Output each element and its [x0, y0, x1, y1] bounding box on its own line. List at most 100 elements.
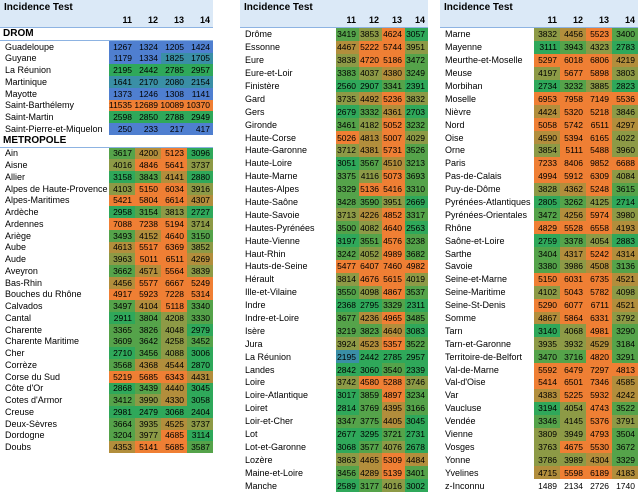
- value-cell: 3485: [405, 311, 428, 325]
- value-cell: 4897: [382, 388, 405, 402]
- row-label: Jura: [245, 338, 263, 349]
- table-row: Saint-Barthélemy 11535 12689 10089 10370: [0, 99, 213, 112]
- value-cell: 4016: [382, 479, 405, 492]
- value-cell: 3951: [382, 195, 405, 209]
- value-cell: 4383: [534, 388, 560, 402]
- value-cell: 6511: [586, 118, 612, 132]
- value-cell: 2598: [109, 111, 135, 123]
- row-label: Calvados: [5, 301, 43, 312]
- value-cell: 5528: [560, 221, 586, 235]
- table-row: Côte d'Or 2868 3439 4440 3045: [0, 382, 213, 395]
- row-label: Aisne: [5, 160, 28, 171]
- value-cell: 3017: [336, 388, 359, 402]
- value-cell: 5416: [382, 182, 405, 196]
- value-cell: 10089: [160, 99, 187, 112]
- row-label: Manche: [245, 480, 278, 491]
- value-cell: 3550: [336, 285, 359, 299]
- value-cell: 3746: [405, 376, 428, 389]
- value-cell: 4793: [586, 427, 612, 441]
- row-label: Seine-St-Denis: [445, 300, 506, 311]
- value-cell: 3472: [534, 208, 560, 222]
- value-cell: 5309: [382, 453, 405, 467]
- row-label: Val-de-Marne: [445, 364, 499, 375]
- table-title: Incidence Test: [244, 2, 313, 13]
- row-label: Charente: [5, 324, 43, 335]
- value-cell: 3980: [612, 208, 638, 222]
- value-cell: 3166: [405, 401, 428, 415]
- value-cell: 3742: [336, 376, 359, 389]
- incidence-panel-1: Incidence Test 11 12 13 14 DROM Guadeloup…: [0, 0, 213, 453]
- row-label: Drôme: [245, 29, 273, 40]
- value-cell: 4242: [612, 388, 638, 402]
- table-title: Incidence Test: [444, 2, 513, 13]
- row-label: Alpes de Haute-Provence: [5, 183, 108, 194]
- table-row: Haute-Garonne 3712 4381 5731 3526: [240, 144, 428, 157]
- value-cell: 2404: [187, 406, 213, 418]
- value-cell: 6077: [560, 298, 586, 312]
- value-cell: 6735: [586, 272, 612, 286]
- value-cell: 2805: [534, 195, 560, 209]
- value-cell: 2957: [405, 350, 428, 364]
- row-label: Ain: [5, 148, 19, 159]
- value-cell: 2679: [336, 105, 359, 119]
- row-label: Savoie: [445, 261, 473, 272]
- value-cell: 5641: [161, 159, 187, 171]
- row-label: Haute-Marne: [245, 171, 298, 182]
- value-cell: 4640: [161, 229, 187, 242]
- value-cell: 4368: [135, 359, 161, 371]
- row-label: Essonne: [245, 42, 281, 53]
- value-cell: 3380: [534, 260, 560, 273]
- value-cell: 2727: [187, 206, 213, 218]
- value-cell: 4465: [359, 453, 382, 467]
- value-cell: 3051: [336, 156, 359, 170]
- value-cell: 2814: [336, 401, 359, 415]
- row-label: Finistère: [245, 81, 280, 91]
- value-cell: 2080: [161, 76, 187, 88]
- value-cell: 5052: [382, 118, 405, 132]
- value-cell: 3617: [109, 147, 135, 160]
- value-cell: 250: [109, 123, 135, 135]
- value-cell: 1641: [109, 76, 135, 88]
- value-cell: 3340: [187, 300, 213, 312]
- value-cell: 4676: [359, 272, 382, 286]
- table-body: DROM Guadeloupe 1267 1324 1205 1424 Guyane 1179…: [0, 28, 213, 453]
- value-cell: 5615: [382, 272, 405, 286]
- value-cell: 1179: [109, 52, 135, 65]
- value-cell: 7088: [109, 218, 135, 230]
- table-row: Guyane 1179 1334 1825 1705: [0, 52, 213, 65]
- value-cell: 1308: [161, 87, 187, 100]
- value-cell: 4145: [560, 414, 586, 428]
- column-header: 12: [572, 15, 583, 25]
- value-cell: 3769: [359, 401, 382, 415]
- value-cell: 3721: [382, 427, 405, 441]
- value-cell: 3154: [135, 206, 161, 218]
- row-label: Charente Maritime: [5, 336, 80, 347]
- value-cell: 5320: [560, 105, 586, 119]
- table-row: Mayotte 1373 1246 1308 1141: [0, 87, 213, 100]
- value-cell: 2703: [405, 105, 428, 119]
- value-cell: 6034: [161, 182, 187, 195]
- row-label: Lozère: [245, 454, 273, 465]
- value-cell: 4362: [560, 182, 586, 196]
- table-row: Loire 3742 4580 5288 3746: [240, 376, 428, 389]
- table-header: Incidence Test 11 12 13 14: [240, 0, 428, 28]
- value-cell: 3838: [336, 53, 359, 67]
- value-cell: 3852: [187, 241, 213, 254]
- value-cell: 2669: [405, 195, 428, 209]
- value-cell: 6018: [560, 53, 586, 67]
- value-cell: 4576: [382, 234, 405, 248]
- value-cell: 2734: [534, 79, 560, 93]
- value-cell: 3456: [135, 347, 161, 359]
- table-row: Bas-Rhin 4456 5577 6667 5249: [0, 276, 213, 289]
- value-cell: 3672: [612, 440, 638, 454]
- value-cell: 3791: [612, 414, 638, 428]
- row-label: Aube: [5, 242, 27, 253]
- value-cell: 5414: [534, 376, 560, 389]
- value-cell: 4640: [382, 221, 405, 235]
- value-cell: 6614: [161, 194, 187, 207]
- table-row: Val-de-Marne 5592 6479 7297 4813: [440, 363, 638, 377]
- value-cell: 7346: [586, 376, 612, 389]
- value-cell: 5598: [560, 466, 586, 480]
- value-cell: 3839: [187, 265, 213, 277]
- row-label: Loiret: [245, 403, 268, 414]
